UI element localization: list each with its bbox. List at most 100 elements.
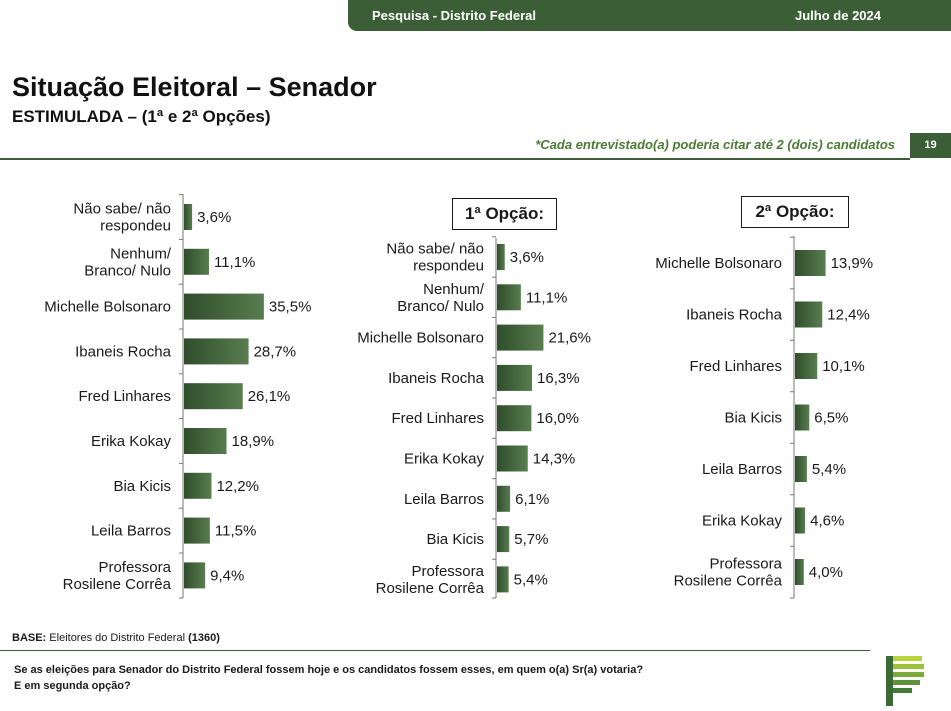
footnote-candidates: *Cada entrevistado(a) poderia citar até … [535, 137, 895, 152]
chart-0-value-label: 11,1% [214, 254, 255, 271]
chart-0-category-label: Professora Rosilene Corrêa [63, 559, 172, 593]
chart-1-value-label: 3,6% [510, 249, 544, 266]
header-divider [0, 158, 910, 160]
chart-2-category-label: Bia Kicis [724, 410, 782, 427]
chart-1-value-label: 16,0% [536, 410, 579, 427]
chart-2-value-label: 4,0% [809, 564, 843, 581]
chart-1-bar [497, 364, 533, 391]
question-line-2: E em segunda opção? [14, 680, 131, 692]
chart-1-category-label: Erika Kokay [404, 451, 485, 468]
chart-1-bar [497, 526, 510, 553]
chart-1-bar [497, 405, 532, 432]
chart-0-bar [184, 383, 243, 410]
chart-0-bar [184, 472, 212, 499]
chart-1-category-line: Michelle Bolsonaro [357, 330, 484, 347]
chart-0-category-label: Michelle Bolsonaro [44, 299, 171, 316]
chart-0-category-line: Ibaneis Rocha [75, 343, 172, 360]
chart-1-value-label: 5,4% [514, 571, 548, 588]
chart-0-bar [184, 517, 210, 544]
chart-2-category-line: Erika Kokay [702, 513, 783, 530]
chart-1-category-line: Não sabe/ não [386, 241, 484, 258]
chart-2-value-label: 10,1% [822, 358, 865, 375]
chart-0-category-label: Ibaneis Rocha [75, 343, 172, 360]
chart-2-category-line: Leila Barros [702, 461, 782, 478]
header-bar: Pesquisa - Distrito Federal Julho de 202… [348, 0, 951, 31]
base-label: BASE: [12, 632, 47, 644]
chart-0-category-line: Rosilene Corrêa [63, 576, 172, 593]
chart-0-category-line: Não sabe/ não [73, 201, 171, 218]
chart-2-category-label: Fred Linhares [689, 358, 782, 375]
chart-0-category-line: respondeu [100, 218, 171, 235]
chart-1-category-label: Ibaneis Rocha [388, 370, 485, 387]
chart-1-bar [497, 485, 511, 512]
chart-1-category-line: Branco/ Nulo [397, 298, 484, 315]
chart-1-category-label: Michelle Bolsonaro [357, 330, 484, 347]
chart-2-bar [795, 507, 806, 534]
chart-0-category-label: Não sabe/ não respondeu [73, 201, 171, 235]
second-option-label: 2ª Opção: [741, 196, 849, 228]
chart-2-bar [795, 353, 818, 379]
chart-1-category-line: Ibaneis Rocha [388, 370, 485, 387]
chart-0-category-line: Leila Barros [91, 523, 171, 540]
chart-0-category-line: Erika Kokay [91, 433, 172, 450]
chart-0-value-label: 11,5% [215, 523, 256, 540]
chart-2-category-label: Ibaneis Rocha [686, 307, 783, 324]
chart-0-category-line: Professora [98, 559, 171, 576]
chart-0-category-line: Branco/ Nulo [84, 262, 171, 279]
chart-1-value-label: 5,7% [514, 531, 548, 548]
brand-logo-icon [886, 656, 924, 706]
chart-1-value-label: 16,3% [537, 370, 580, 387]
chart-2-bar [795, 301, 823, 328]
chart-0-bar [184, 293, 264, 320]
chart-2-category-line: Ibaneis Rocha [686, 307, 783, 324]
chart-0-bar [184, 562, 206, 589]
chart-1-bar [497, 324, 544, 351]
chart-0-value-label: 26,1% [248, 388, 291, 405]
base-count: (1360) [188, 632, 220, 644]
chart-2-category-line: Professora [709, 556, 782, 573]
chart-0-bar [184, 338, 249, 365]
chart-1-category-label: Professora Rosilene Corrêa [376, 563, 485, 597]
chart-0-category-label: Leila Barros [91, 523, 171, 540]
chart-2-category-label: Erika Kokay [702, 513, 783, 530]
chart-0-category-line: Michelle Bolsonaro [44, 299, 171, 316]
chart-0-category-line: Fred Linhares [78, 388, 171, 405]
chart-2-bar [795, 250, 826, 276]
chart-1-value-label: 6,1% [515, 491, 549, 508]
chart-1-value-label: 14,3% [533, 451, 576, 468]
chart-0-category-label: Erika Kokay [91, 433, 172, 450]
chart-2-category-label: Leila Barros [702, 461, 782, 478]
chart-0-value-label: 3,6% [197, 209, 231, 226]
chart-1-category-line: Fred Linhares [391, 410, 484, 427]
chart-0-bar [184, 428, 227, 454]
chart-1-category-line: Erika Kokay [404, 451, 485, 468]
chart-1-category-line: Bia Kicis [426, 531, 484, 548]
chart-2-value-label: 4,6% [810, 513, 844, 530]
first-option-label: 1ª Opção: [452, 198, 557, 230]
survey-date: Julho de 2024 [795, 8, 881, 23]
chart-1-value-label: 11,1% [526, 289, 567, 306]
chart-1-bar [497, 566, 509, 593]
chart-0-bar [184, 248, 209, 275]
page-title: Situação Eleitoral – Senador [12, 72, 377, 102]
chart-2-category-line: Fred Linhares [689, 358, 782, 375]
page-number: 19 [910, 133, 951, 158]
question-line-1: Se as eleições para Senador do Distrito … [14, 664, 644, 676]
chart-1-category-label: Não sabe/ não respondeu [386, 241, 484, 275]
chart-2-bar [795, 559, 804, 585]
chart-1-category-line: respondeu [413, 258, 484, 275]
chart-2-value-label: 6,5% [814, 410, 848, 427]
chart-0-value-label: 35,5% [269, 299, 312, 316]
page-subtitle: ESTIMULADA – (1ª e 2ª Opções) [12, 107, 271, 126]
chart-1-category-line: Leila Barros [404, 491, 484, 508]
chart-1-value-label: 21,6% [548, 330, 591, 347]
chart-0-bar [184, 204, 193, 230]
chart-2-category-line: Rosilene Corrêa [674, 573, 783, 590]
survey-name: Pesquisa - Distrito Federal [372, 8, 536, 23]
chart-1-category-label: Leila Barros [404, 491, 484, 508]
chart-2-bar [795, 456, 807, 482]
chart-0-category-label: Fred Linhares [78, 388, 171, 405]
chart-0-value-label: 12,2% [216, 478, 259, 495]
chart-0-value-label: 9,4% [210, 567, 244, 584]
chart-2-category-label: Professora Rosilene Corrêa [674, 556, 783, 590]
